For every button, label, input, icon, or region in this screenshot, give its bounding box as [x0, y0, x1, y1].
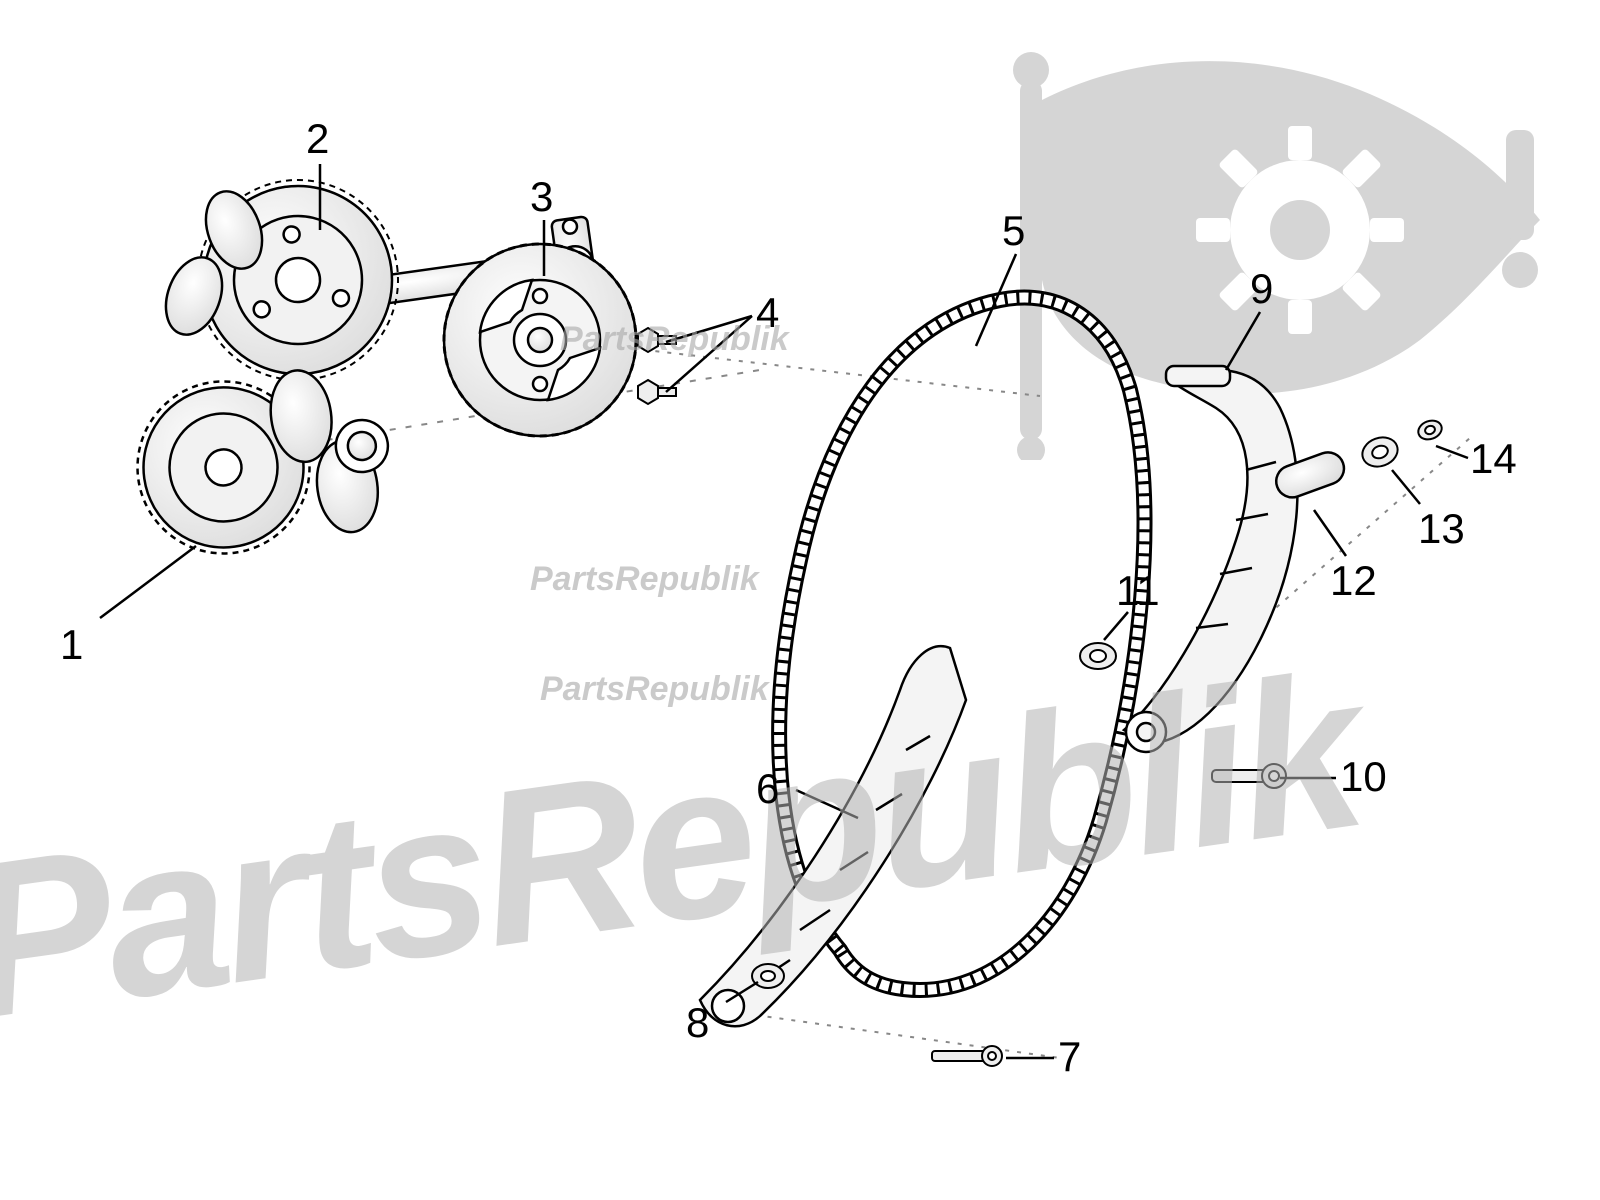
callout-3: 3	[530, 176, 553, 218]
callout-10: 10	[1340, 756, 1387, 798]
callout-1: 1	[60, 624, 83, 666]
callout-4: 4	[756, 292, 779, 334]
callout-12: 12	[1330, 560, 1377, 602]
callout-2: 2	[306, 118, 329, 160]
diagram-stage: PartsRepublik PartsRepublik PartsRepubli…	[0, 0, 1600, 1200]
callout-7: 7	[1058, 1036, 1081, 1078]
callout-9: 9	[1250, 268, 1273, 310]
callout-5: 5	[1002, 210, 1025, 252]
callout-8: 8	[686, 1002, 709, 1044]
callout-13: 13	[1418, 508, 1465, 550]
callout-6: 6	[756, 768, 779, 810]
callout-11: 11	[1116, 570, 1160, 612]
callout-14: 14	[1470, 438, 1517, 480]
